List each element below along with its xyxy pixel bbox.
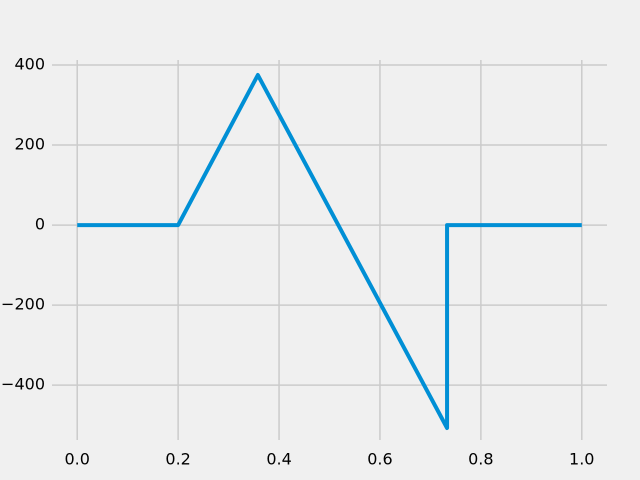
y-tick-label: 400 bbox=[14, 55, 45, 74]
x-tick-label: 1.0 bbox=[569, 450, 594, 469]
data-line bbox=[77, 73, 582, 430]
y-tick-label: 200 bbox=[14, 135, 45, 154]
x-tick-label: 0.8 bbox=[468, 450, 493, 469]
y-tick-label: −200 bbox=[1, 295, 45, 314]
y-tick-label: 0 bbox=[35, 215, 45, 234]
x-tick-label: 0.4 bbox=[266, 450, 291, 469]
x-tick-label: 0.6 bbox=[367, 450, 392, 469]
x-tick-label: 0.2 bbox=[165, 450, 190, 469]
y-tick-label: −400 bbox=[1, 375, 45, 394]
x-tick-label: 0.0 bbox=[65, 450, 90, 469]
x-axis-label: Time [s] bbox=[290, 479, 368, 480]
